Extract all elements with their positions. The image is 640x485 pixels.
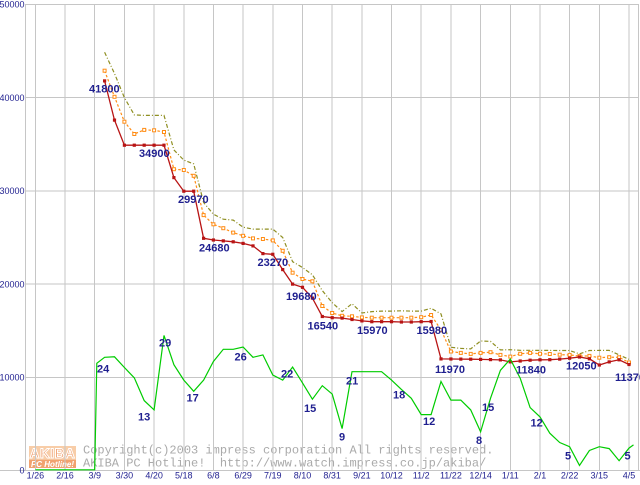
svg-text:24: 24 [97, 364, 110, 376]
svg-text:29: 29 [159, 338, 171, 350]
svg-text:13: 13 [138, 412, 150, 424]
svg-text:7/19: 7/19 [264, 471, 282, 481]
svg-text:9/21: 9/21 [353, 471, 371, 481]
svg-text:15980: 15980 [417, 325, 448, 337]
svg-text:AKIBA PC Hotline! http://www.: AKIBA PC Hotline! http://www.watch.impre… [83, 457, 486, 471]
svg-text:19680: 19680 [286, 291, 317, 303]
svg-text:12: 12 [531, 418, 543, 430]
svg-text:29970: 29970 [178, 194, 209, 206]
svg-text:11840: 11840 [516, 365, 546, 377]
svg-text:5: 5 [565, 451, 571, 463]
svg-text:41800: 41800 [89, 84, 120, 96]
svg-text:26: 26 [235, 352, 247, 364]
svg-text:0: 0 [19, 466, 24, 476]
svg-text:2/1: 2/1 [534, 471, 547, 481]
svg-text:12/14: 12/14 [469, 471, 492, 481]
svg-text:10/12: 10/12 [380, 471, 403, 481]
svg-text:20000: 20000 [0, 279, 25, 289]
svg-text:3/15: 3/15 [591, 471, 609, 481]
svg-text:15: 15 [304, 403, 316, 415]
svg-text:5/18: 5/18 [175, 471, 193, 481]
svg-text:11/22: 11/22 [440, 471, 462, 481]
svg-text:17: 17 [187, 393, 199, 405]
svg-text:AKIBA: AKIBA [30, 446, 76, 461]
svg-text:1/26: 1/26 [27, 471, 45, 481]
svg-text:1/11: 1/11 [502, 471, 519, 481]
svg-text:11370: 11370 [615, 372, 640, 384]
svg-text:9: 9 [339, 432, 345, 444]
svg-text:11970: 11970 [435, 364, 465, 376]
svg-text:Copyright(c)2003 impress corpo: Copyright(c)2003 impress corporation All… [83, 444, 493, 458]
svg-text:15: 15 [482, 402, 494, 414]
svg-text:5: 5 [625, 451, 631, 463]
svg-text:6/29: 6/29 [234, 471, 252, 481]
svg-text:PC Hotline!: PC Hotline! [31, 460, 74, 469]
svg-text:30000: 30000 [0, 186, 25, 196]
svg-text:8/31: 8/31 [323, 471, 341, 481]
svg-text:15970: 15970 [357, 325, 388, 337]
svg-text:34900: 34900 [139, 148, 170, 160]
svg-text:4/20: 4/20 [145, 471, 163, 481]
svg-text:12: 12 [423, 416, 435, 428]
svg-text:12050: 12050 [566, 361, 597, 373]
svg-text:18: 18 [393, 390, 405, 402]
svg-text:10000: 10000 [0, 373, 25, 383]
svg-text:21: 21 [346, 376, 358, 388]
svg-text:2/22: 2/22 [561, 471, 579, 481]
svg-text:22: 22 [281, 369, 293, 381]
svg-text:3/9: 3/9 [88, 471, 101, 481]
svg-text:40000: 40000 [0, 93, 25, 103]
svg-text:24680: 24680 [199, 243, 230, 255]
svg-text:8: 8 [476, 435, 482, 447]
svg-text:16540: 16540 [308, 321, 339, 333]
svg-text:23270: 23270 [258, 257, 289, 269]
svg-text:50000: 50000 [0, 0, 25, 10]
svg-text:3/30: 3/30 [116, 471, 134, 481]
svg-text:6/8: 6/8 [207, 471, 220, 481]
svg-text:8/10: 8/10 [294, 471, 312, 481]
svg-text:11/2: 11/2 [413, 471, 430, 481]
svg-text:4/5: 4/5 [623, 471, 636, 481]
svg-text:2/16: 2/16 [56, 471, 74, 481]
